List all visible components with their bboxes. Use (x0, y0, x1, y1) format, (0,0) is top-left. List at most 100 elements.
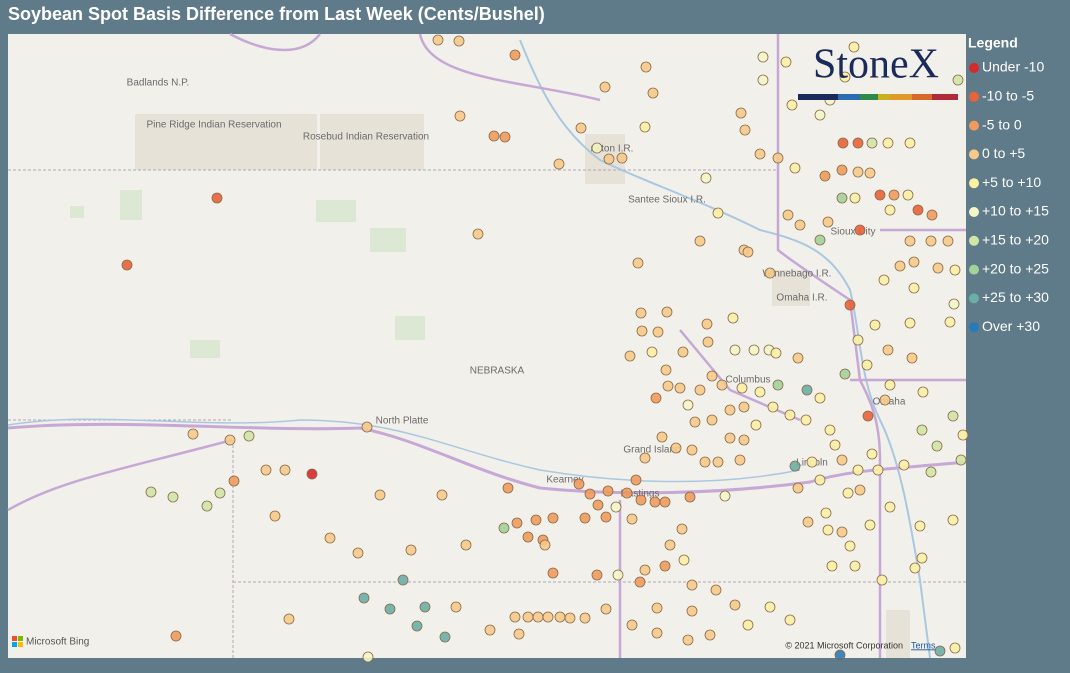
station-dot (624, 350, 636, 362)
station-dot (931, 440, 943, 452)
station-dot (689, 416, 701, 428)
station-dot (453, 35, 465, 47)
station-dot (701, 318, 713, 330)
station-dot (866, 448, 878, 460)
station-dot (861, 359, 873, 371)
station-dot (509, 49, 521, 61)
station-dot (547, 567, 559, 579)
station-dot (888, 189, 900, 201)
map-label: Santee Sioux I.R. (628, 195, 706, 206)
station-dot (952, 74, 964, 86)
station-dot (826, 560, 838, 572)
station-dot (814, 474, 826, 486)
legend-label: -10 to -5 (982, 88, 1034, 104)
station-dot (513, 628, 525, 640)
station-dot (916, 552, 928, 564)
station-dot (626, 513, 638, 525)
station-dot (764, 267, 776, 279)
station-dot (834, 649, 846, 661)
station-dot (187, 428, 199, 440)
station-dot (908, 256, 920, 268)
station-dot (660, 364, 672, 376)
terms-link[interactable]: Terms (911, 640, 936, 650)
station-dot (616, 152, 628, 164)
station-dot (852, 464, 864, 476)
station-dot (121, 259, 133, 271)
station-dot (882, 344, 894, 356)
legend: Under -10 -10 to -5 -5 to 0 0 to +5 +5 to +1… (969, 59, 1049, 334)
logo-bar (798, 94, 958, 100)
map: Badlands N.P. Pine Ridge Indian Reservat… (7, 32, 969, 663)
bing-label: Microsoft Bing (26, 637, 89, 648)
station-dot (957, 429, 969, 441)
station-dot (876, 574, 888, 586)
station-dot (948, 298, 960, 310)
station-dot (170, 630, 182, 642)
legend-swatch (969, 293, 979, 304)
station-dot (283, 613, 295, 625)
station-dot (634, 576, 646, 588)
station-dot (591, 569, 603, 581)
station-dot (167, 491, 179, 503)
station-dot (727, 312, 739, 324)
station-dot (682, 634, 694, 646)
station-dot (650, 392, 662, 404)
station-dot (599, 81, 611, 93)
station-dot (757, 74, 769, 86)
station-dot (904, 235, 916, 247)
station-dot (932, 262, 944, 274)
station-dot (600, 603, 612, 615)
station-dot (652, 326, 664, 338)
station-dot (754, 386, 766, 398)
station-dot (704, 629, 716, 641)
station-dot (700, 172, 712, 184)
station-dot (522, 611, 534, 623)
station-dot (710, 584, 722, 596)
station-dot (934, 645, 946, 657)
station-dot (592, 499, 604, 511)
station-dot (770, 347, 782, 359)
station-dot (564, 612, 576, 624)
station-dot (898, 459, 910, 471)
legend-title: Legend (968, 35, 1018, 51)
station-dot (926, 209, 938, 221)
station-dot (738, 434, 750, 446)
station-dot (925, 466, 937, 478)
station-dot (306, 468, 318, 480)
station-dot (584, 488, 596, 500)
station-dot (411, 620, 423, 632)
station-dot (224, 434, 236, 446)
legend-label: +25 to +30 (982, 289, 1049, 305)
station-dot (676, 523, 688, 535)
station-dot (279, 464, 291, 476)
state-label: NEBRASKA (470, 366, 525, 377)
station-dot (602, 485, 614, 497)
station-dot (842, 487, 854, 499)
station-dot (436, 489, 448, 501)
station-dot (522, 531, 534, 543)
station-dot (884, 501, 896, 513)
copyright: © 2021 Microsoft Corporation (785, 640, 903, 650)
station-dot (792, 482, 804, 494)
station-dot (554, 611, 566, 623)
station-dot (748, 344, 760, 356)
station-dot (839, 71, 851, 83)
station-dot (814, 392, 826, 404)
station-dot (324, 532, 336, 544)
station-dot (754, 148, 766, 160)
title: Soybean Spot Basis Difference from Last … (8, 4, 545, 24)
station-dot (884, 379, 896, 391)
legend-label: Under -10 (982, 59, 1044, 75)
station-dot (742, 619, 754, 631)
station-dot (724, 432, 736, 444)
station-dot (712, 456, 724, 468)
station-dot (684, 491, 696, 503)
map-label: Rosebud Indian Reservation (303, 132, 429, 143)
stations (121, 34, 969, 663)
station-dot (397, 574, 409, 586)
legend-label: +15 to +20 (982, 232, 1049, 248)
station-dot (800, 414, 812, 426)
map-label: Columbus (725, 375, 770, 386)
station-dot (729, 344, 741, 356)
station-dot (646, 346, 658, 358)
